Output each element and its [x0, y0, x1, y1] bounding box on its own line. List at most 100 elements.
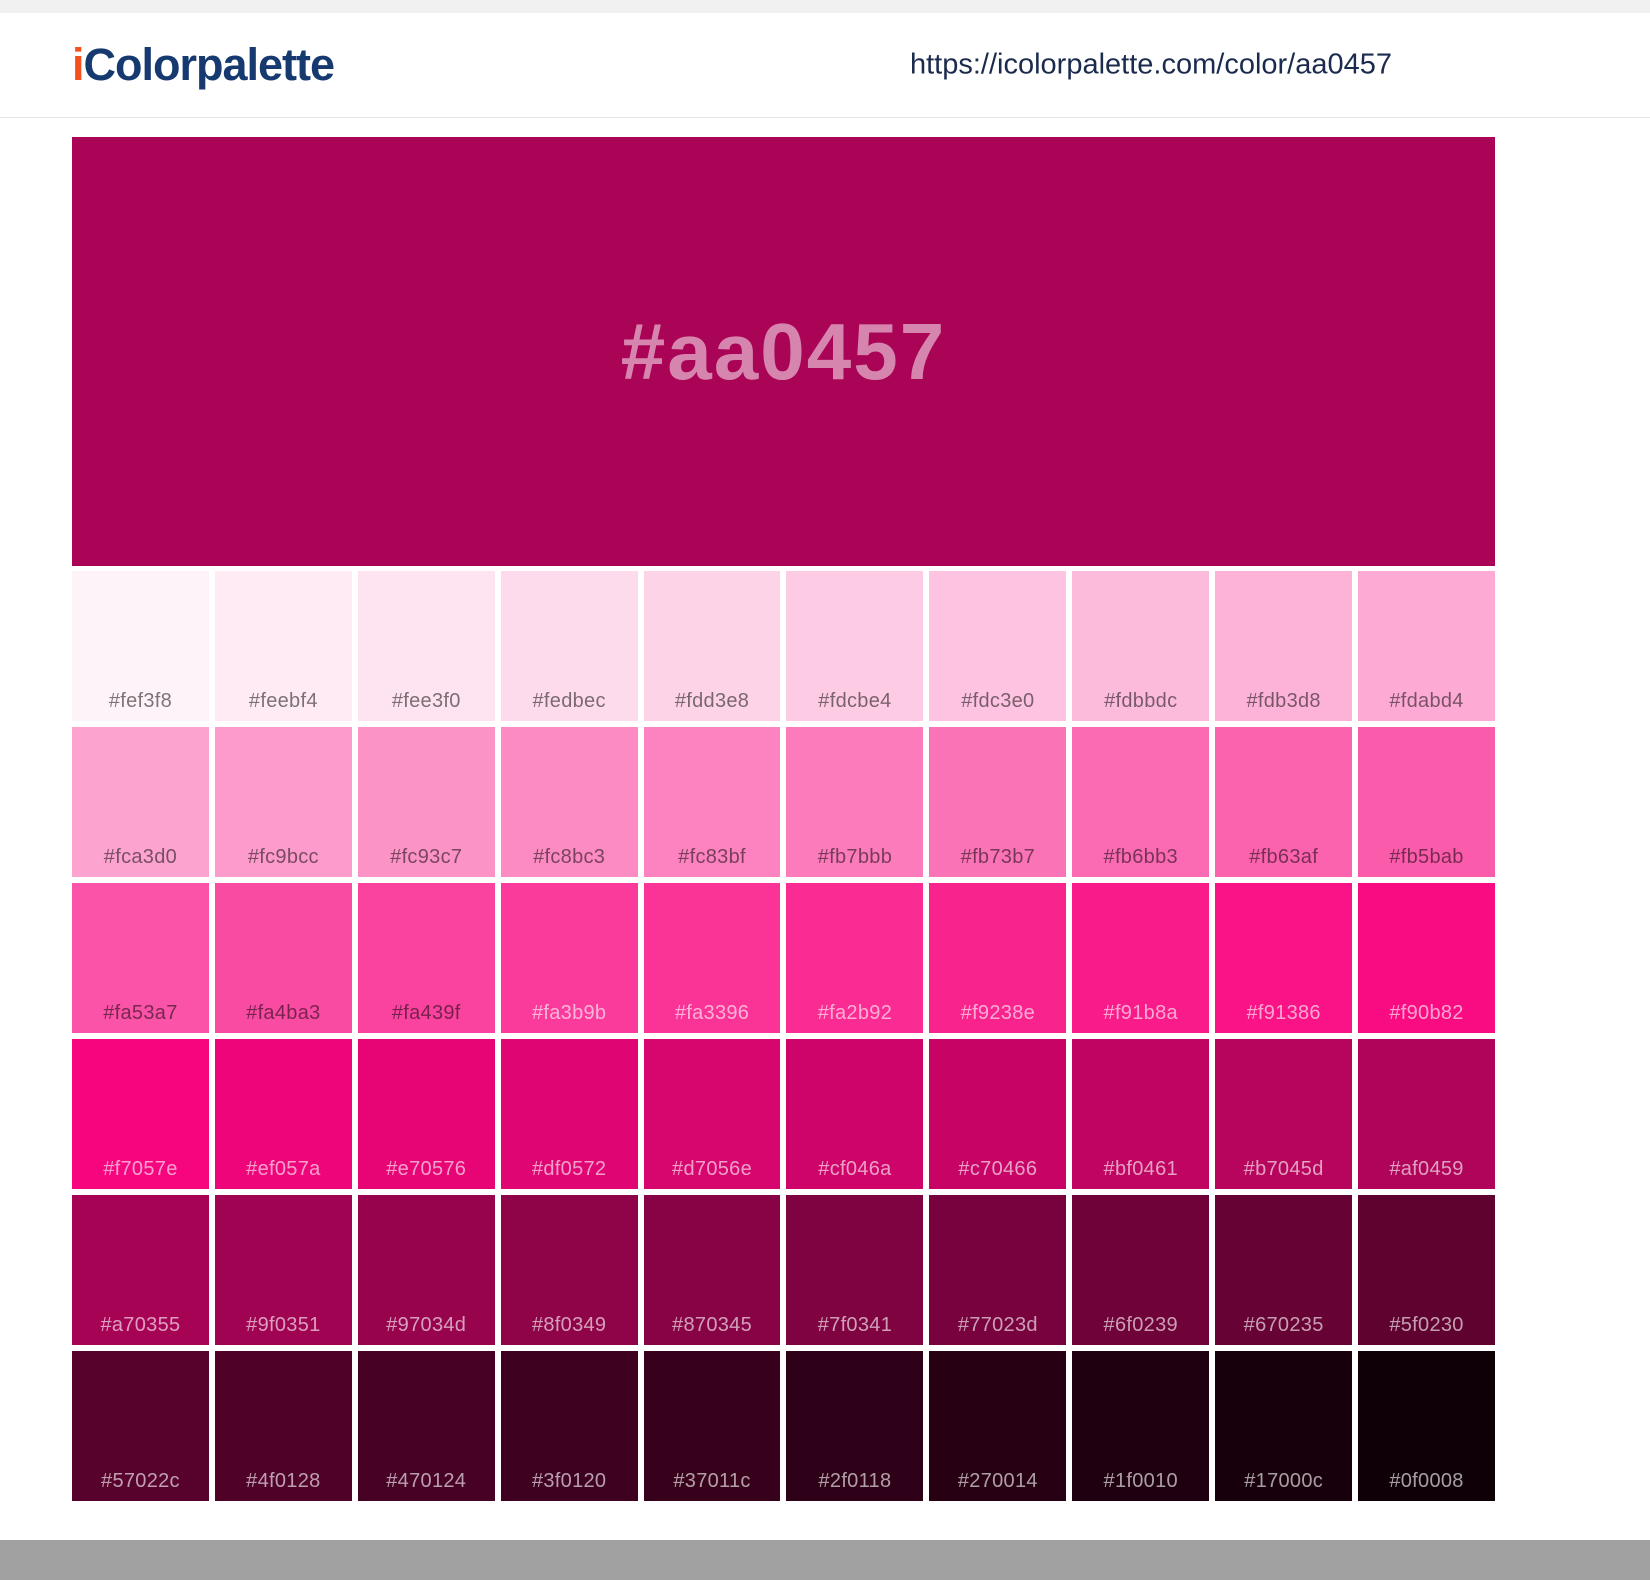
color-hex-label: #f91b8a	[1103, 1002, 1178, 1024]
color-swatch[interactable]: #8f0349	[500, 1195, 638, 1345]
color-swatch[interactable]: #fdbbdc	[1072, 571, 1210, 721]
site-logo[interactable]: iColorpalette	[72, 39, 335, 91]
color-swatch[interactable]: #f9238e	[929, 883, 1067, 1033]
color-swatch[interactable]: #f91b8a	[1072, 883, 1210, 1033]
color-swatch[interactable]: #fa4ba3	[214, 883, 352, 1033]
color-swatch[interactable]: #fb6bb3	[1072, 727, 1210, 877]
color-swatch[interactable]: #77023d	[929, 1195, 1067, 1345]
color-swatch[interactable]: #fdb3d8	[1215, 571, 1353, 721]
color-swatch[interactable]: #fdc3e0	[929, 571, 1067, 721]
color-swatch[interactable]: #fdabd4	[1358, 571, 1495, 721]
color-swatch[interactable]: #fc93c7	[357, 727, 495, 877]
color-swatch[interactable]: #a70355	[72, 1195, 209, 1345]
color-hex-label: #ef057a	[246, 1158, 321, 1180]
color-swatch[interactable]: #fdd3e8	[643, 571, 781, 721]
color-swatch[interactable]: #fc83bf	[643, 727, 781, 877]
color-swatch[interactable]: #57022c	[72, 1351, 209, 1501]
color-hex-label: #f7057e	[103, 1158, 178, 1180]
color-hex-label: #bf0461	[1103, 1158, 1178, 1180]
color-swatch[interactable]: #fb63af	[1215, 727, 1353, 877]
main-color-swatch: #aa0457	[72, 137, 1495, 566]
color-swatch[interactable]: #6f0239	[1072, 1195, 1210, 1345]
color-swatch[interactable]: #97034d	[357, 1195, 495, 1345]
main-color-hex-label: #aa0457	[620, 306, 947, 396]
color-swatch[interactable]: #7f0341	[786, 1195, 924, 1345]
color-swatch[interactable]: #ef057a	[214, 1039, 352, 1189]
color-swatch[interactable]: #fc8bc3	[500, 727, 638, 877]
color-swatch[interactable]: #fca3d0	[72, 727, 209, 877]
color-swatch[interactable]: #c70466	[929, 1039, 1067, 1189]
color-hex-label: #cf046a	[818, 1158, 892, 1180]
color-swatch[interactable]: #1f0010	[1072, 1351, 1210, 1501]
color-hex-label: #470124	[386, 1470, 467, 1492]
color-swatch[interactable]: #fa53a7	[72, 883, 209, 1033]
color-swatch[interactable]: #e70576	[357, 1039, 495, 1189]
color-swatch[interactable]: #470124	[357, 1351, 495, 1501]
color-hex-label: #fb73b7	[960, 846, 1036, 868]
color-hex-label: #fdbbdc	[1104, 690, 1178, 712]
color-swatch[interactable]: #2f0118	[786, 1351, 924, 1501]
color-swatch[interactable]: #b7045d	[1215, 1039, 1353, 1189]
color-swatch[interactable]: #fa3b9b	[500, 883, 638, 1033]
color-hex-label: #fa439f	[391, 1002, 461, 1024]
color-hex-label: #3f0120	[531, 1470, 607, 1492]
color-hex-label: #e70576	[386, 1158, 467, 1180]
page-url: https://icolorpalette.com/color/aa0457	[910, 48, 1392, 81]
color-swatch[interactable]: #fa3396	[643, 883, 781, 1033]
color-swatch[interactable]: #df0572	[500, 1039, 638, 1189]
color-swatch[interactable]: #cf046a	[786, 1039, 924, 1189]
color-swatch[interactable]: #bf0461	[1072, 1039, 1210, 1189]
color-swatch[interactable]: #fb7bbb	[786, 727, 924, 877]
color-hex-label: #870345	[672, 1314, 753, 1336]
color-hex-label: #fa4ba3	[246, 1002, 321, 1024]
color-swatch[interactable]: #feebf4	[214, 571, 352, 721]
color-swatch[interactable]: #fedbec	[500, 571, 638, 721]
color-swatch[interactable]: #3f0120	[500, 1351, 638, 1501]
color-hex-label: #f90b82	[1389, 1002, 1464, 1024]
color-swatch[interactable]: #f91386	[1215, 883, 1353, 1033]
color-hex-label: #f91386	[1246, 1002, 1321, 1024]
color-swatch[interactable]: #fb5bab	[1358, 727, 1495, 877]
color-hex-label: #fef3f8	[108, 690, 173, 712]
color-swatch[interactable]: #9f0351	[214, 1195, 352, 1345]
color-swatch[interactable]: #17000c	[1215, 1351, 1353, 1501]
color-swatch[interactable]: #fa439f	[357, 883, 495, 1033]
top-strip	[0, 0, 1650, 13]
color-swatch[interactable]: #fdcbe4	[786, 571, 924, 721]
color-swatch[interactable]: #870345	[643, 1195, 781, 1345]
color-swatch[interactable]: #37011c	[643, 1351, 781, 1501]
color-swatch[interactable]: #270014	[929, 1351, 1067, 1501]
footer-bar	[0, 1540, 1650, 1580]
color-swatch[interactable]: #0f0008	[1358, 1351, 1495, 1501]
color-swatch[interactable]: #670235	[1215, 1195, 1353, 1345]
color-swatch[interactable]: #f90b82	[1358, 883, 1495, 1033]
color-swatch[interactable]: #fb73b7	[929, 727, 1067, 877]
color-hex-label: #af0459	[1389, 1158, 1464, 1180]
color-swatch[interactable]: #af0459	[1358, 1039, 1495, 1189]
color-swatch[interactable]: #4f0128	[214, 1351, 352, 1501]
color-hex-label: #fb6bb3	[1103, 846, 1178, 868]
color-hex-label: #fc9bcc	[247, 846, 319, 868]
color-hex-label: #9f0351	[246, 1314, 321, 1336]
color-swatch[interactable]: #fee3f0	[357, 571, 495, 721]
color-hex-label: #fdabd4	[1389, 690, 1464, 712]
color-hex-label: #d7056e	[672, 1158, 753, 1180]
logo-accent-letter: i	[72, 39, 84, 90]
color-hex-label: #57022c	[101, 1470, 180, 1492]
color-hex-label: #8f0349	[531, 1314, 607, 1336]
color-hex-label: #4f0128	[246, 1470, 321, 1492]
color-hex-label: #feebf4	[248, 690, 318, 712]
color-swatch[interactable]: #f7057e	[72, 1039, 209, 1189]
color-hex-label: #77023d	[957, 1314, 1038, 1336]
color-hex-label: #fedbec	[532, 690, 606, 712]
color-hex-label: #fa53a7	[103, 1002, 178, 1024]
color-hex-label: #fdb3d8	[1246, 690, 1321, 712]
color-swatch[interactable]: #fc9bcc	[214, 727, 352, 877]
color-swatch[interactable]: #fa2b92	[786, 883, 924, 1033]
color-hex-label: #fdc3e0	[961, 690, 1035, 712]
color-swatch[interactable]: #d7056e	[643, 1039, 781, 1189]
color-hex-label: #97034d	[386, 1314, 467, 1336]
color-swatch[interactable]: #5f0230	[1358, 1195, 1495, 1345]
color-swatch[interactable]: #fef3f8	[72, 571, 209, 721]
color-hex-label: #37011c	[673, 1470, 751, 1492]
